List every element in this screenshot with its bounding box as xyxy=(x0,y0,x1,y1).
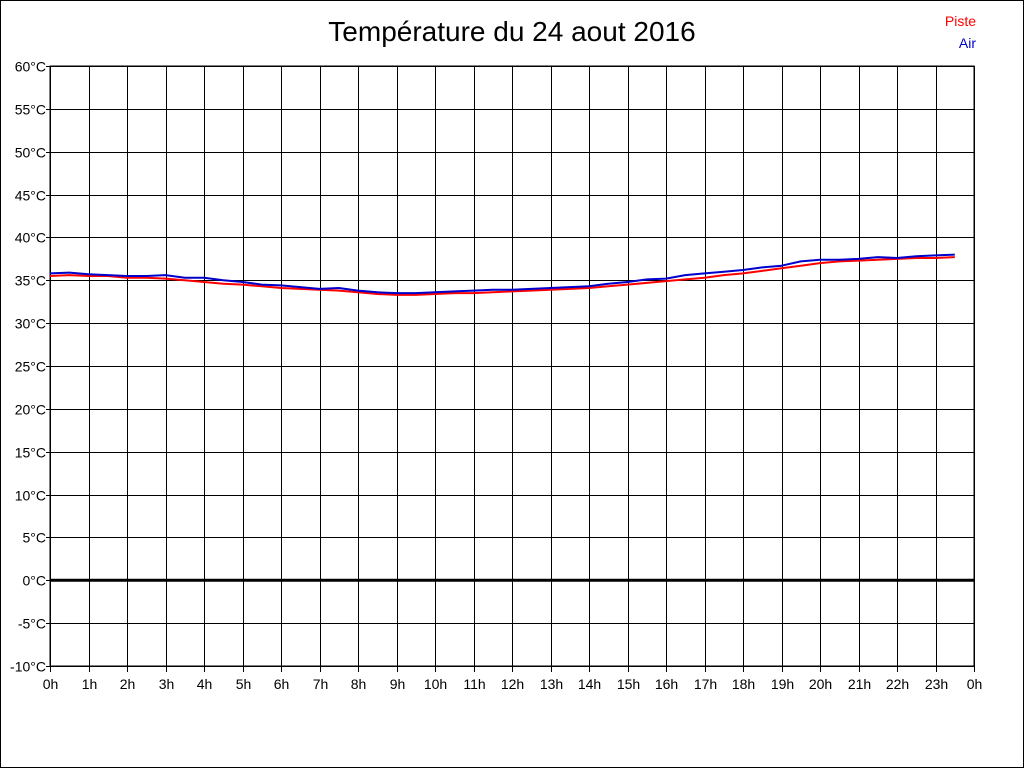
x-tick-label: 22h xyxy=(886,676,909,692)
x-tick-label: 3h xyxy=(159,676,175,692)
y-tick-label: 40°C xyxy=(15,230,46,246)
x-tick-label: 1h xyxy=(82,676,98,692)
y-tick-label: 55°C xyxy=(15,102,46,118)
y-tick-label: 50°C xyxy=(15,145,46,161)
x-tick-label: 2h xyxy=(120,676,136,692)
x-tick-label: 7h xyxy=(313,676,329,692)
y-tick-label: 5°C xyxy=(23,530,47,546)
legend-air: Air xyxy=(958,35,976,51)
x-tick-label: 0h xyxy=(43,676,59,692)
x-tick-label: 14h xyxy=(578,676,601,692)
x-tick-label: 15h xyxy=(617,676,640,692)
y-tick-label: 30°C xyxy=(15,316,46,332)
y-tick-label: 0°C xyxy=(23,573,47,589)
x-tick-label: 23h xyxy=(925,676,948,692)
y-tick-label: 60°C xyxy=(15,59,46,75)
x-tick-label: 21h xyxy=(848,676,871,692)
chart-title: Température du 24 aout 2016 xyxy=(328,16,696,47)
legend-piste: Piste xyxy=(944,13,976,29)
x-tick-label: 0h xyxy=(967,676,983,692)
x-tick-label: 18h xyxy=(732,676,755,692)
y-tick-label: 25°C xyxy=(15,359,46,375)
x-tick-label: 8h xyxy=(351,676,367,692)
x-tick-label: 13h xyxy=(540,676,563,692)
series-line-air xyxy=(49,253,955,295)
y-tick-label: -5°C xyxy=(18,616,46,632)
x-tick-label: 6h xyxy=(274,676,290,692)
series-line-piste xyxy=(49,256,955,296)
x-tick-label: 20h xyxy=(809,676,832,692)
x-tick-label: 9h xyxy=(390,676,406,692)
x-tick-label: 4h xyxy=(197,676,213,692)
x-tick-label: 10h xyxy=(424,676,447,692)
x-tick-label: 17h xyxy=(694,676,717,692)
y-tick-label: -10°C xyxy=(10,659,46,675)
x-tick-label: 19h xyxy=(771,676,794,692)
y-tick-label: 35°C xyxy=(15,273,46,289)
y-tick-label: 20°C xyxy=(15,402,46,418)
x-tick-label: 12h xyxy=(501,676,524,692)
y-tick-label: 45°C xyxy=(15,188,46,204)
y-tick-label: 15°C xyxy=(15,445,46,461)
x-tick-label: 5h xyxy=(236,676,252,692)
x-tick-label: 16h xyxy=(655,676,678,692)
y-tick-label: 10°C xyxy=(15,488,46,504)
x-tick-label: 11h xyxy=(463,676,485,692)
